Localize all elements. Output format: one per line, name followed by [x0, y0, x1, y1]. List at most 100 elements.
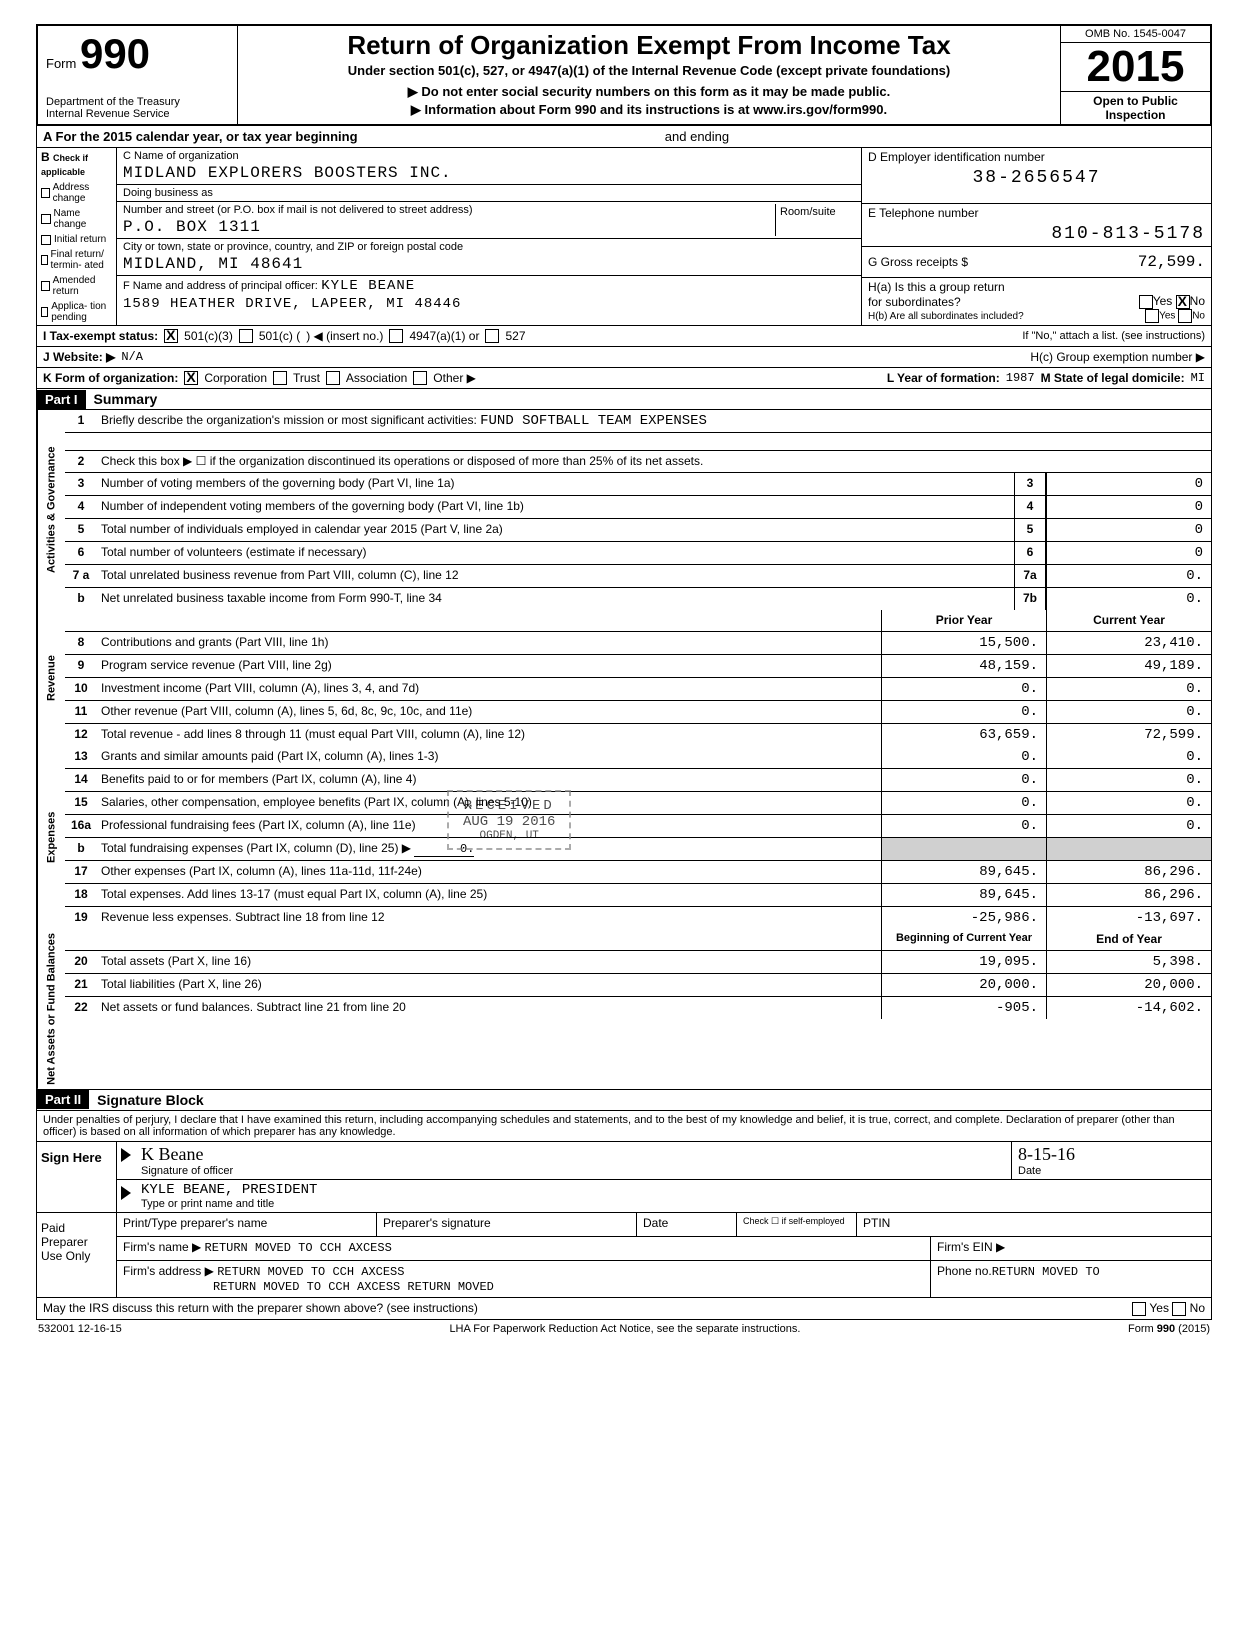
form-header: Form 990 Department of the Treasury Inte…	[36, 24, 1212, 126]
prep-left: Paid Preparer Use Only	[37, 1213, 117, 1297]
hc-lbl: H(c) Group exemption number ▶	[1030, 350, 1205, 364]
sig-declaration: Under penalties of perjury, I declare th…	[37, 1111, 1211, 1142]
row-prior	[881, 838, 1046, 860]
chk-501c[interactable]	[239, 329, 253, 343]
hb-yes-no: Yes No	[1145, 309, 1205, 323]
row-num: 16a	[65, 815, 97, 837]
hdr-current: Current Year	[1046, 610, 1211, 631]
ln1-text: Briefly describe the organization's miss…	[97, 410, 1211, 432]
footer-center: LHA For Paperwork Reduction Act Notice, …	[449, 1323, 800, 1335]
col-d: D Employer identification number 38-2656…	[861, 148, 1211, 325]
line-k: K Form of organization: Corporation Trus…	[36, 368, 1212, 389]
opt-other: Other ▶	[433, 371, 476, 385]
opt-527: 527	[505, 329, 525, 343]
firm-addr2: RETURN MOVED TO CCH AXCESS RETURN MOVED	[213, 1280, 494, 1294]
chk-initial-lbl: Initial return	[54, 234, 106, 245]
chk-address[interactable]: Address change	[41, 182, 112, 204]
chk-4947[interactable]	[389, 329, 403, 343]
sign-here: Sign Here	[37, 1142, 117, 1212]
chk-application[interactable]: Applica- tion pending	[41, 301, 112, 323]
b-header: B	[41, 150, 50, 164]
line-i-lbl: I Tax-exempt status:	[43, 329, 158, 343]
row-val: 0	[1046, 496, 1211, 518]
row-a-label: A For the 2015 calendar year, or tax yea…	[43, 129, 358, 144]
form-num-value: 990	[80, 30, 150, 77]
hdr-prior: Prior Year	[881, 610, 1046, 631]
row-val: 0	[1046, 542, 1211, 564]
row-num: 21	[65, 974, 97, 996]
addr-val: P.O. BOX 1311	[123, 218, 775, 236]
chk-discuss-yes[interactable]	[1132, 1302, 1146, 1316]
footer: 532001 12-16-15 LHA For Paperwork Reduct…	[36, 1320, 1212, 1338]
row-current: 0.	[1046, 815, 1211, 837]
prep-date-lbl: Date	[637, 1213, 737, 1236]
line-j-lbl: J Website: ▶	[43, 350, 115, 364]
row-text: Total unrelated business revenue from Pa…	[97, 565, 1014, 587]
chk-discuss-no[interactable]	[1172, 1302, 1186, 1316]
row-text: Investment income (Part VIII, column (A)…	[97, 678, 881, 700]
received-stamp: RECEIVED AUG 19 2016 OGDEN, UT	[447, 790, 571, 850]
chk-501c3[interactable]	[164, 329, 178, 343]
row-current	[1046, 838, 1211, 860]
chk-other[interactable]	[413, 371, 427, 385]
row-num: 3	[65, 473, 97, 495]
exp-row: b Total fundraising expenses (Part IX, c…	[65, 838, 1211, 861]
stamp-date: AUG 19 2016	[463, 814, 555, 830]
rev-row: 9 Program service revenue (Part VIII, li…	[65, 655, 1211, 678]
row-val: 0.	[1046, 588, 1211, 610]
row-text: Total number of individuals employed in …	[97, 519, 1014, 541]
exp-row: 19 Revenue less expenses. Subtract line …	[65, 907, 1211, 929]
chk-trust[interactable]	[273, 371, 287, 385]
row-text: Total number of volunteers (estimate if …	[97, 542, 1014, 564]
part1-row: Part I Summary	[36, 389, 1212, 410]
prep-name-lbl: Print/Type preparer's name	[117, 1213, 377, 1236]
opt-501c3: 501(c)(3)	[184, 329, 233, 343]
exp-row: 13 Grants and similar amounts paid (Part…	[65, 746, 1211, 769]
chk-name-lbl: Name change	[54, 208, 112, 230]
ein-val: 38-2656547	[868, 168, 1205, 188]
ln1-lbl: Briefly describe the organization's miss…	[101, 413, 477, 427]
firm-name-lbl: Firm's name ▶	[123, 1240, 201, 1254]
city-lbl: City or town, state or province, country…	[123, 241, 855, 253]
chk-527[interactable]	[485, 329, 499, 343]
hdr-begin: Beginning of Current Year	[881, 929, 1046, 950]
chk-name[interactable]: Name change	[41, 208, 112, 230]
row-prior: 0.	[881, 701, 1046, 723]
row-text: Grants and similar amounts paid (Part IX…	[97, 746, 881, 768]
net-row: 21 Total liabilities (Part X, line 26) 2…	[65, 974, 1211, 997]
part1-title: Summary	[86, 389, 166, 409]
sig-block: Under penalties of perjury, I declare th…	[36, 1111, 1212, 1213]
form-number: Form 990	[46, 30, 229, 78]
sig-date-val: 8-15-16	[1018, 1144, 1075, 1164]
m-lbl: M State of legal domicile:	[1041, 371, 1185, 385]
omb-number: OMB No. 1545-0047	[1061, 26, 1210, 43]
sig-type-lbl: Type or print name and title	[141, 1198, 274, 1210]
row-current: -14,602.	[1046, 997, 1211, 1019]
chk-corp[interactable]	[184, 371, 198, 385]
vert-netassets: Net Assets or Fund Balances	[37, 929, 65, 1089]
chk-final[interactable]: Final return/ termin- ated	[41, 249, 112, 271]
row-prior: 20,000.	[881, 974, 1046, 996]
row-num: 18	[65, 884, 97, 906]
rev-row: 8 Contributions and grants (Part VIII, l…	[65, 632, 1211, 655]
exp-row: 18 Total expenses. Add lines 13-17 (must…	[65, 884, 1211, 907]
chk-application-lbl: Applica- tion pending	[51, 301, 112, 323]
chk-assoc[interactable]	[326, 371, 340, 385]
row-num: b	[65, 588, 97, 610]
gov-row: 3 Number of voting members of the govern…	[65, 473, 1211, 496]
row-prior: 63,659.	[881, 724, 1046, 746]
row-current: -13,697.	[1046, 907, 1211, 929]
chk-initial[interactable]: Initial return	[41, 234, 112, 245]
row-small: 7a	[1014, 565, 1046, 587]
stamp-received: RECEIVED	[463, 798, 555, 814]
chk-amended[interactable]: Amended return	[41, 275, 112, 297]
row-num: 8	[65, 632, 97, 654]
row-val: 0.	[1046, 565, 1211, 587]
city-val: MIDLAND, MI 48641	[123, 255, 855, 273]
prep-sig-lbl: Preparer's signature	[377, 1213, 637, 1236]
hb-lbl: H(b) Are all subordinates included?	[868, 311, 1024, 322]
row-small: 5	[1014, 519, 1046, 541]
irs-label: Internal Revenue Service	[46, 108, 229, 120]
vert-revenue: Revenue	[37, 610, 65, 746]
rev-row: 11 Other revenue (Part VIII, column (A),…	[65, 701, 1211, 724]
